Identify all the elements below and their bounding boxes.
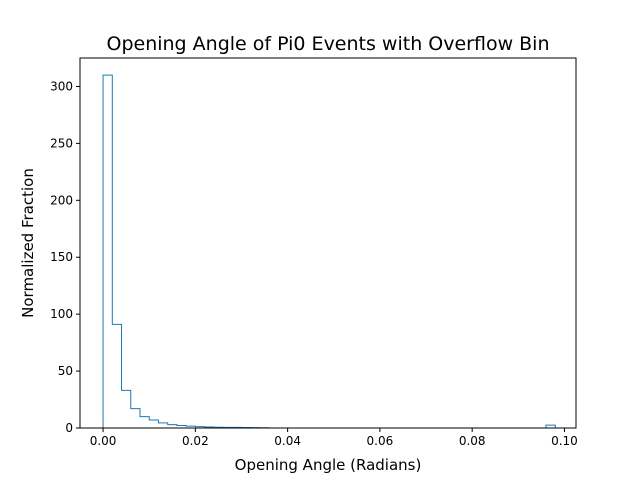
x-tick-label: 0.02 [182, 434, 209, 448]
y-axis-ticks: 0 50 100 150 200 250 300 [50, 79, 80, 435]
y-tick-label: 100 [50, 307, 73, 321]
x-tick-label: 0.04 [274, 434, 301, 448]
x-tick-label: 0.08 [459, 434, 486, 448]
y-tick-label: 150 [50, 250, 73, 264]
y-axis-label: Normalized Fraction [19, 168, 37, 318]
x-axis-label: Opening Angle (Radians) [235, 456, 422, 474]
y-tick-label: 50 [58, 364, 73, 378]
x-axis-ticks: 0.00 0.02 0.04 0.06 0.08 0.10 [90, 428, 578, 448]
histogram-step-line [102, 74, 556, 429]
y-tick-label: 250 [50, 136, 73, 150]
chart-title: Opening Angle of Pi0 Events with Overflo… [106, 33, 549, 55]
y-tick-label: 200 [50, 193, 73, 207]
x-tick-label: 0.00 [90, 434, 117, 448]
y-tick-label: 0 [65, 421, 73, 435]
plot-frame [79, 57, 577, 429]
y-tick-label: 300 [50, 79, 73, 93]
x-tick-label: 0.06 [367, 434, 394, 448]
x-tick-label: 0.10 [551, 434, 578, 448]
